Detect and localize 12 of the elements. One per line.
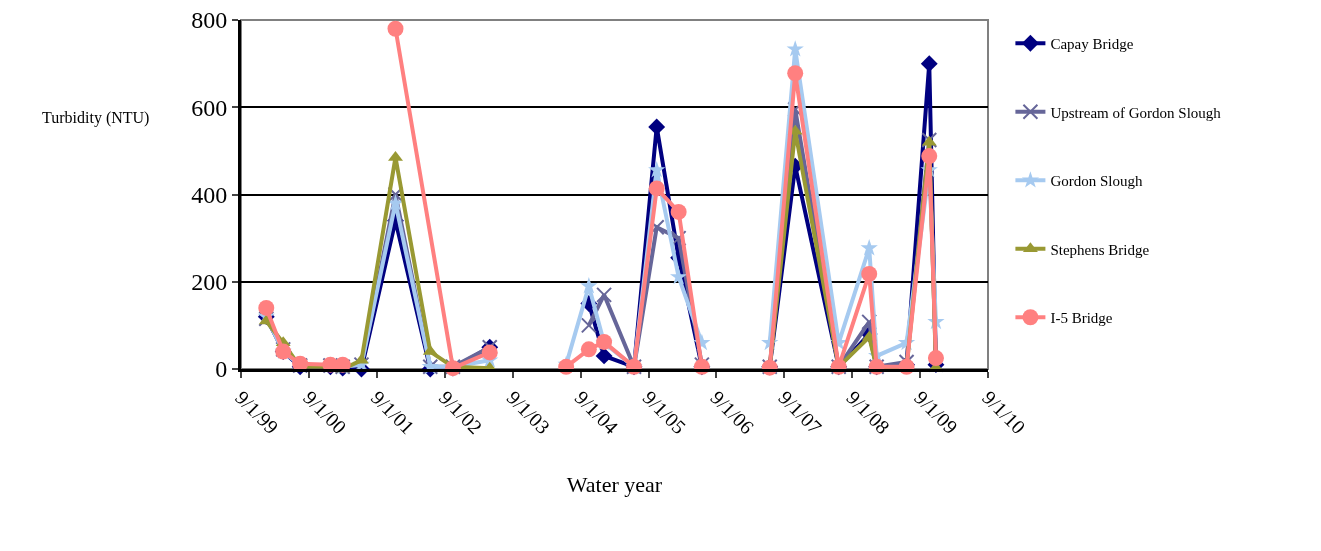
legend-label: Gordon Slough	[1050, 173, 1143, 190]
y-tick-label: 0	[215, 356, 228, 383]
y-tick-label: 400	[191, 181, 228, 208]
legend-label: I-5 Bridge	[1050, 310, 1113, 327]
y-axis-title: Turbidity (NTU)	[42, 109, 150, 127]
y-tick-label: 200	[191, 269, 228, 296]
y-tick-label: 800	[191, 7, 228, 34]
legend-label: Capay Bridge	[1050, 36, 1134, 53]
legend-label: Upstream of Gordon Slough	[1050, 104, 1222, 121]
x-axis-title: Water year	[566, 471, 663, 497]
y-tick-label: 600	[191, 94, 228, 121]
legend-label: Stephens Bridge	[1050, 241, 1150, 258]
